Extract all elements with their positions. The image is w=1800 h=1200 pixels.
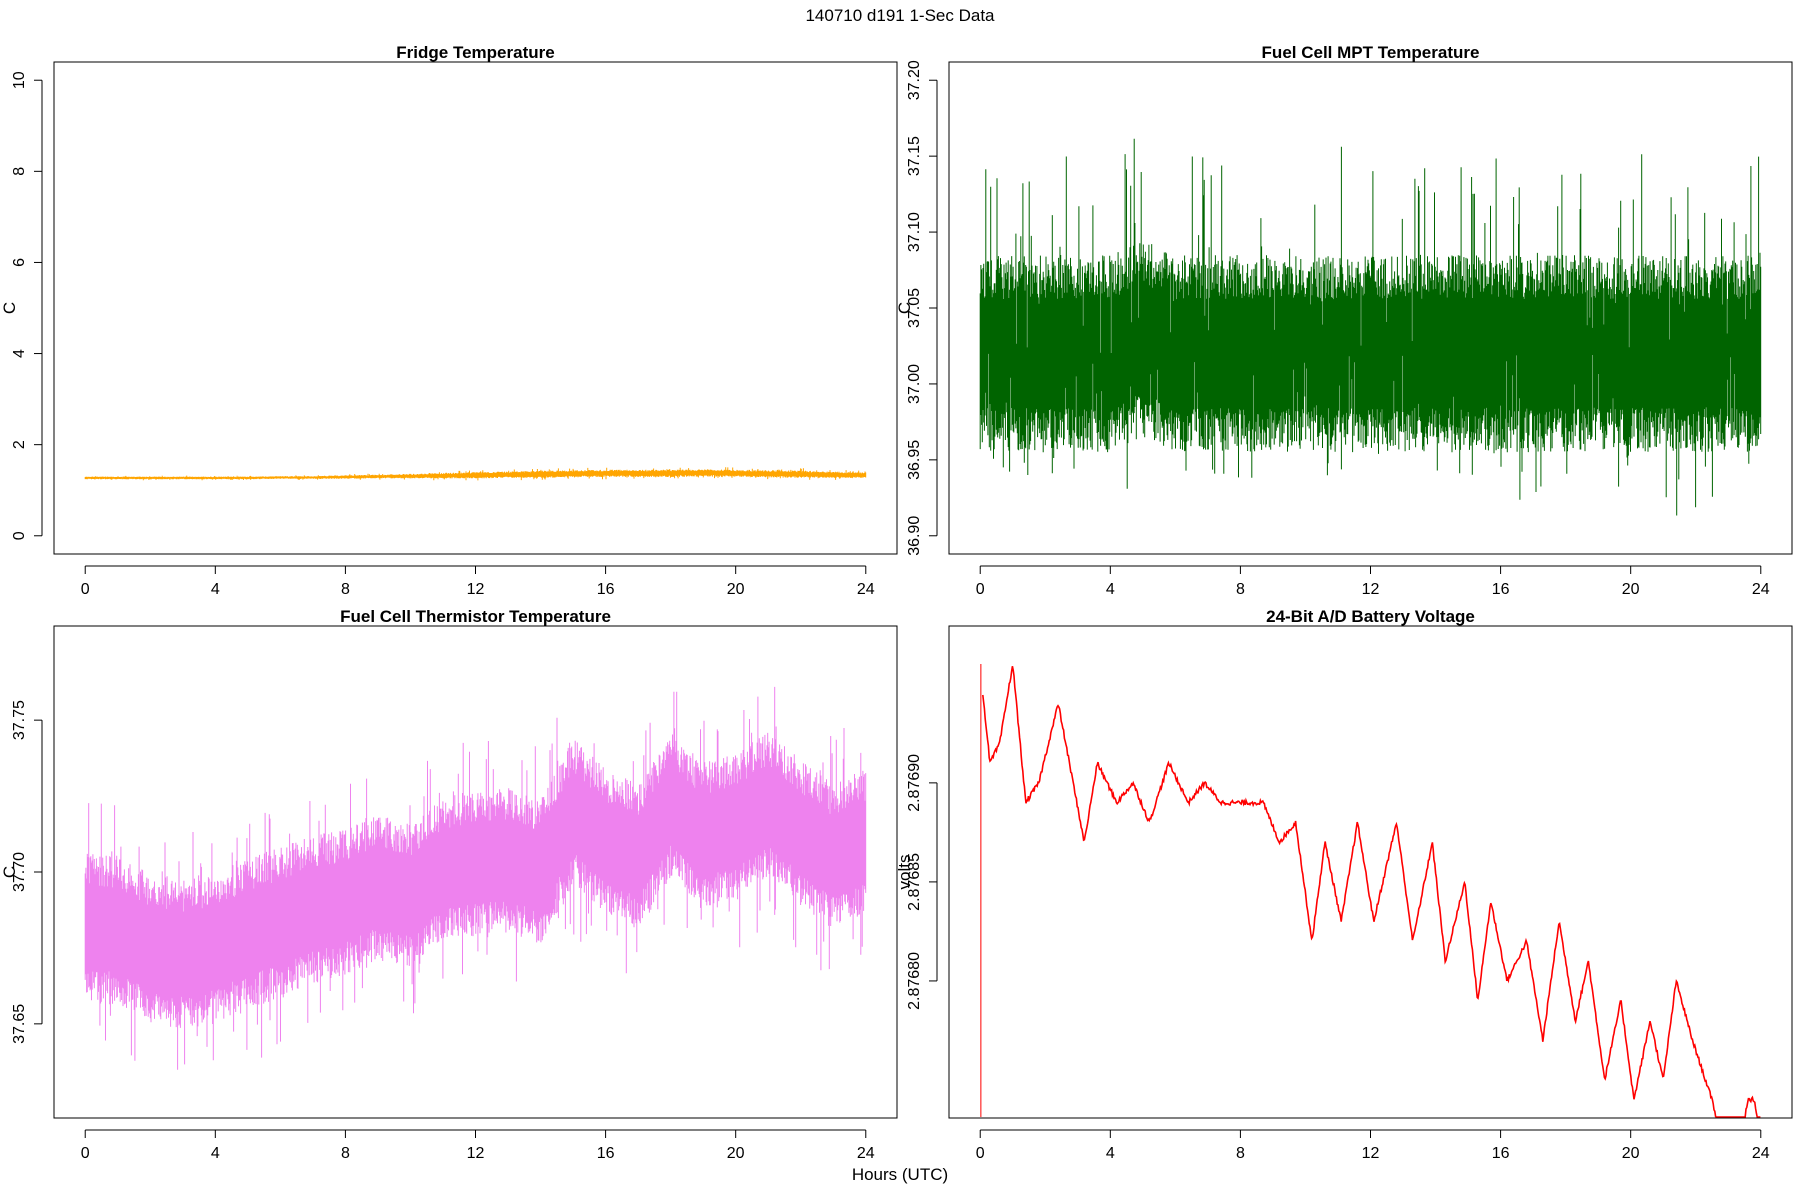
mpt-x-tick-label: 0 — [976, 581, 985, 598]
battery-y-tick-label: 2.87685 — [906, 853, 923, 911]
mpt-trace — [979, 138, 1762, 516]
mpt-y-tick-label: 36.95 — [906, 440, 923, 480]
mpt-series — [979, 138, 1762, 516]
fridge-x-tick-label: 0 — [81, 581, 90, 598]
fridge-y-tick-label: 4 — [11, 349, 28, 358]
mpt-y-tick-label: 37.00 — [906, 364, 923, 404]
thermistor-x-tick-label: 20 — [727, 1145, 745, 1162]
battery-y-axis: 2.87680 2.87685 2.87690 — [906, 754, 938, 1010]
thermistor-x-axis: 0 4 8 12 16 20 24 — [81, 1129, 875, 1162]
fridge-y-tick-label: 2 — [11, 440, 28, 449]
thermistor-y-tick-label: 37.70 — [11, 852, 28, 892]
battery-x-tick-label: 24 — [1752, 1145, 1770, 1162]
battery-plot-frame — [948, 625, 1793, 1119]
battery-y-axis-label: volts — [895, 855, 914, 890]
battery-x-axis: 0 4 8 12 16 20 24 — [976, 1129, 1770, 1162]
thermistor-x-tick-label: 8 — [341, 1145, 350, 1162]
mpt-x-tick-label: 12 — [1362, 581, 1380, 598]
battery-x-tick-label: 4 — [1106, 1145, 1115, 1162]
mpt-y-axis: 36.90 36.95 37.00 37.05 37.10 37.15 37.20 — [906, 60, 938, 556]
fridge-plot-frame — [53, 61, 898, 555]
battery-title: 24-Bit A/D Battery Voltage — [1266, 607, 1475, 626]
mpt-x-tick-label: 4 — [1106, 581, 1115, 598]
fridge-y-tick-label: 10 — [11, 71, 28, 89]
thermistor-y-tick-label: 37.75 — [11, 700, 28, 740]
mpt-y-tick-label: 37.20 — [906, 60, 923, 100]
thermistor-trace — [84, 686, 867, 1070]
thermistor-series — [84, 686, 867, 1070]
battery-x-tick-label: 0 — [976, 1145, 985, 1162]
battery-y-tick-label: 2.87680 — [906, 952, 923, 1010]
thermistor-y-axis: 37.65 37.70 37.75 — [11, 700, 43, 1044]
mpt-plot-frame — [948, 61, 1793, 555]
battery-x-tick-label: 8 — [1236, 1145, 1245, 1162]
thermistor-panel: Fuel Cell Thermistor Temperature 0 4 8 12 16 2… — [0, 607, 898, 1162]
mpt-y-tick-label: 37.05 — [906, 288, 923, 328]
battery-x-tick-label: 12 — [1362, 1145, 1380, 1162]
fridge-y-tick-label: 0 — [11, 531, 28, 540]
mpt-y-tick-label: 36.90 — [906, 516, 923, 556]
thermistor-x-tick-label: 4 — [211, 1145, 220, 1162]
thermistor-x-tick-label: 24 — [857, 1145, 875, 1162]
fridge-x-tick-label: 20 — [727, 581, 745, 598]
mpt-x-tick-label: 16 — [1492, 581, 1510, 598]
battery-x-tick-label: 16 — [1492, 1145, 1510, 1162]
mpt-x-tick-label: 24 — [1752, 581, 1770, 598]
thermistor-title: Fuel Cell Thermistor Temperature — [340, 607, 611, 626]
fridge-x-axis: 0 4 8 12 16 20 24 — [81, 565, 875, 598]
fridge-x-tick-label: 16 — [597, 581, 615, 598]
common-x-axis-label: Hours (UTC) — [851, 1165, 949, 1184]
mpt-y-axis-label: C — [895, 302, 914, 314]
thermistor-y-tick-label: 37.65 — [11, 1004, 28, 1044]
fridge-x-tick-label: 24 — [857, 581, 875, 598]
figure-title: 140710 d191 1-Sec Data — [805, 6, 995, 25]
mpt-y-tick-label: 37.10 — [906, 212, 923, 252]
battery-trace — [982, 666, 1761, 1118]
thermistor-x-tick-label: 16 — [597, 1145, 615, 1162]
thermistor-x-tick-label: 12 — [467, 1145, 485, 1162]
thermistor-y-axis-label: C — [0, 866, 19, 878]
fridge-x-tick-label: 4 — [211, 581, 220, 598]
fridge-x-tick-label: 12 — [467, 581, 485, 598]
fridge-series — [84, 467, 867, 481]
fridge-y-tick-label: 8 — [11, 167, 28, 176]
fridge-y-axis-label: C — [0, 302, 19, 314]
fridge-y-axis: 0 2 4 6 8 10 — [11, 71, 43, 540]
fridge-y-tick-label: 6 — [11, 258, 28, 267]
mpt-title: Fuel Cell MPT Temperature — [1262, 43, 1480, 62]
fridge-trace — [84, 467, 867, 481]
battery-series — [980, 664, 1761, 1118]
fridge-x-tick-label: 8 — [341, 581, 350, 598]
fridge-title: Fridge Temperature — [396, 43, 554, 62]
battery-x-tick-label: 20 — [1622, 1145, 1640, 1162]
thermistor-plot-frame — [53, 625, 898, 1119]
mpt-y-tick-label: 37.15 — [906, 136, 923, 176]
battery-panel: 24-Bit A/D Battery Voltage 0 4 8 12 16 20 24 2.8… — [895, 607, 1793, 1162]
battery-y-tick-label: 2.87690 — [906, 754, 923, 812]
thermistor-x-tick-label: 0 — [81, 1145, 90, 1162]
mpt-x-tick-label: 20 — [1622, 581, 1640, 598]
mpt-x-tick-label: 8 — [1236, 581, 1245, 598]
mpt-panel: Fuel Cell MPT Temperature 0 4 8 12 16 20 24 36.9… — [895, 43, 1793, 598]
mpt-x-axis: 0 4 8 12 16 20 24 — [976, 565, 1770, 598]
